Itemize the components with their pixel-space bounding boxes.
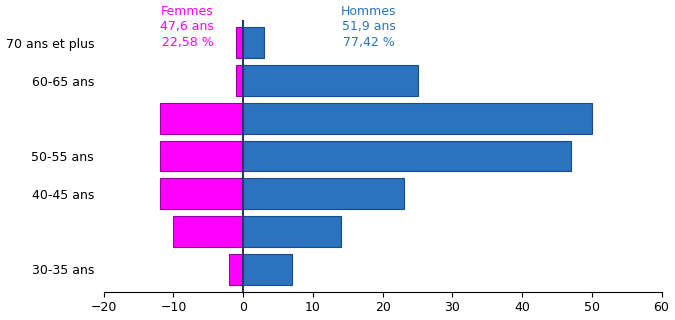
Bar <box>243 140 571 172</box>
Text: Hommes: Hommes <box>341 5 396 18</box>
Bar <box>159 178 243 209</box>
Text: 47,6 ans: 47,6 ans <box>161 20 215 34</box>
Text: 77,42 %: 77,42 % <box>343 36 395 49</box>
Bar <box>243 103 592 134</box>
Bar <box>243 216 341 247</box>
Bar <box>243 28 264 58</box>
Text: Femmes: Femmes <box>161 5 214 18</box>
Bar <box>243 65 418 96</box>
Bar <box>236 28 243 58</box>
Bar <box>243 178 404 209</box>
Bar <box>236 65 243 96</box>
Bar <box>230 254 243 284</box>
Bar <box>159 103 243 134</box>
Bar <box>159 140 243 172</box>
Text: 22,58 %: 22,58 % <box>161 36 213 49</box>
Text: 51,9 ans: 51,9 ans <box>342 20 396 34</box>
Bar <box>173 216 243 247</box>
Bar <box>243 254 292 284</box>
